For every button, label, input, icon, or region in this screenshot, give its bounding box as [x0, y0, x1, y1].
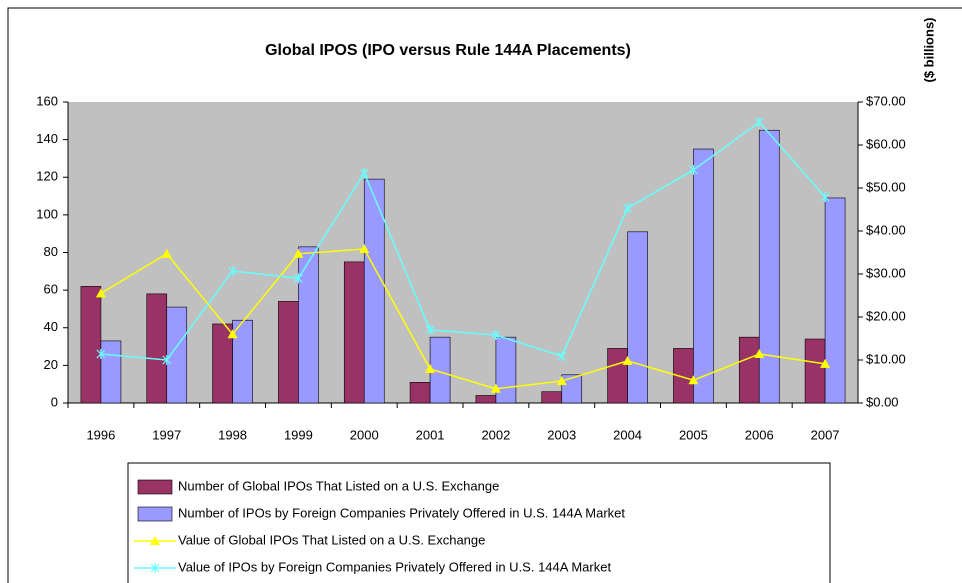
y2-tick-label: $40.00: [866, 222, 906, 237]
point: [556, 376, 567, 386]
y-tick-label: 60: [44, 282, 58, 297]
bar: [100, 340, 122, 404]
point: [490, 383, 501, 393]
legend-label: Value of IPOs by Foreign Companies Priva…: [178, 559, 611, 574]
x-tick-label: 2001: [416, 427, 445, 442]
y-tick-label: 140: [36, 131, 58, 146]
point: [557, 351, 567, 362]
y2-tick-label: $30.00: [866, 265, 906, 280]
point: [228, 265, 238, 276]
bar: [278, 301, 299, 404]
y-tick-label: 0: [51, 394, 58, 409]
point: [96, 348, 106, 359]
bar: [475, 395, 497, 404]
line: [100, 121, 826, 361]
point: [754, 348, 765, 358]
point: [622, 355, 633, 365]
legend-swatch: [137, 506, 173, 522]
x-tick-label: 2002: [481, 427, 510, 442]
point: [688, 375, 699, 385]
y-tick-label: 20: [44, 357, 58, 372]
bar: [804, 338, 826, 404]
legend-marker: [150, 536, 160, 545]
y2-tick-label: $50.00: [866, 179, 906, 194]
bar: [343, 261, 365, 404]
bar: [409, 382, 431, 404]
point: [227, 329, 238, 339]
point: [161, 248, 172, 258]
x-tick-label: 1996: [86, 427, 115, 442]
bar: [758, 129, 780, 404]
y-tick-label: 40: [44, 319, 58, 334]
point: [623, 203, 633, 214]
x-tick-label: 1999: [284, 427, 313, 442]
bar: [232, 319, 253, 404]
legend-label: Number of IPOs by Foreign Companies Priv…: [178, 505, 625, 520]
chart-title: Global IPOS (IPO versus Rule 144A Placem…: [265, 42, 631, 59]
bar: [824, 197, 846, 404]
bar: [80, 286, 102, 404]
point: [95, 288, 106, 298]
y2-tick-label: $20.00: [866, 308, 906, 323]
bar: [561, 374, 583, 404]
plot-area: [68, 102, 858, 403]
bar: [146, 293, 168, 404]
bar: [693, 148, 714, 404]
bar: [541, 391, 563, 404]
x-tick-label: 2000: [350, 427, 379, 442]
y2-axis-label: ($ billions): [921, 18, 936, 83]
x-tick-label: 2006: [745, 427, 774, 442]
x-tick-label: 2007: [811, 427, 840, 442]
legend-label: Value of Global IPOs That Listed on a U.…: [178, 532, 485, 547]
point: [162, 355, 172, 365]
x-tick-label: 1998: [218, 427, 247, 442]
y-tick-label: 160: [36, 93, 58, 108]
legend-label: Number of Global IPOs That Listed on a U…: [178, 478, 499, 493]
point: [820, 358, 831, 368]
bar: [607, 348, 628, 404]
y2-tick-label: $70.00: [866, 93, 906, 108]
y-tick-label: 80: [44, 244, 58, 259]
x-tick-label: 1997: [152, 427, 181, 442]
point: [754, 117, 764, 128]
line: [100, 248, 826, 390]
bar: [495, 336, 517, 404]
y2-tick-label: $0.00: [866, 394, 899, 409]
y-tick-label: 120: [36, 169, 58, 184]
y-tick-label: 100: [36, 206, 58, 221]
point: [293, 273, 303, 284]
y2-tick-label: $60.00: [866, 136, 906, 151]
x-tick-label: 2005: [679, 427, 708, 442]
point: [425, 364, 436, 374]
point: [491, 330, 501, 341]
x-tick-label: 2003: [547, 427, 576, 442]
point: [820, 192, 830, 203]
legend-marker: [150, 563, 160, 573]
bar: [738, 336, 760, 404]
point: [359, 244, 370, 254]
point: [293, 248, 304, 258]
x-tick-label: 2004: [613, 427, 642, 442]
bar: [298, 246, 319, 404]
legend: [127, 462, 831, 583]
point: [359, 167, 369, 178]
bar: [363, 178, 385, 404]
point: [688, 164, 698, 175]
legend-swatch: [137, 479, 173, 495]
point: [425, 324, 435, 335]
bar: [627, 231, 648, 404]
y2-tick-label: $10.00: [866, 351, 906, 366]
